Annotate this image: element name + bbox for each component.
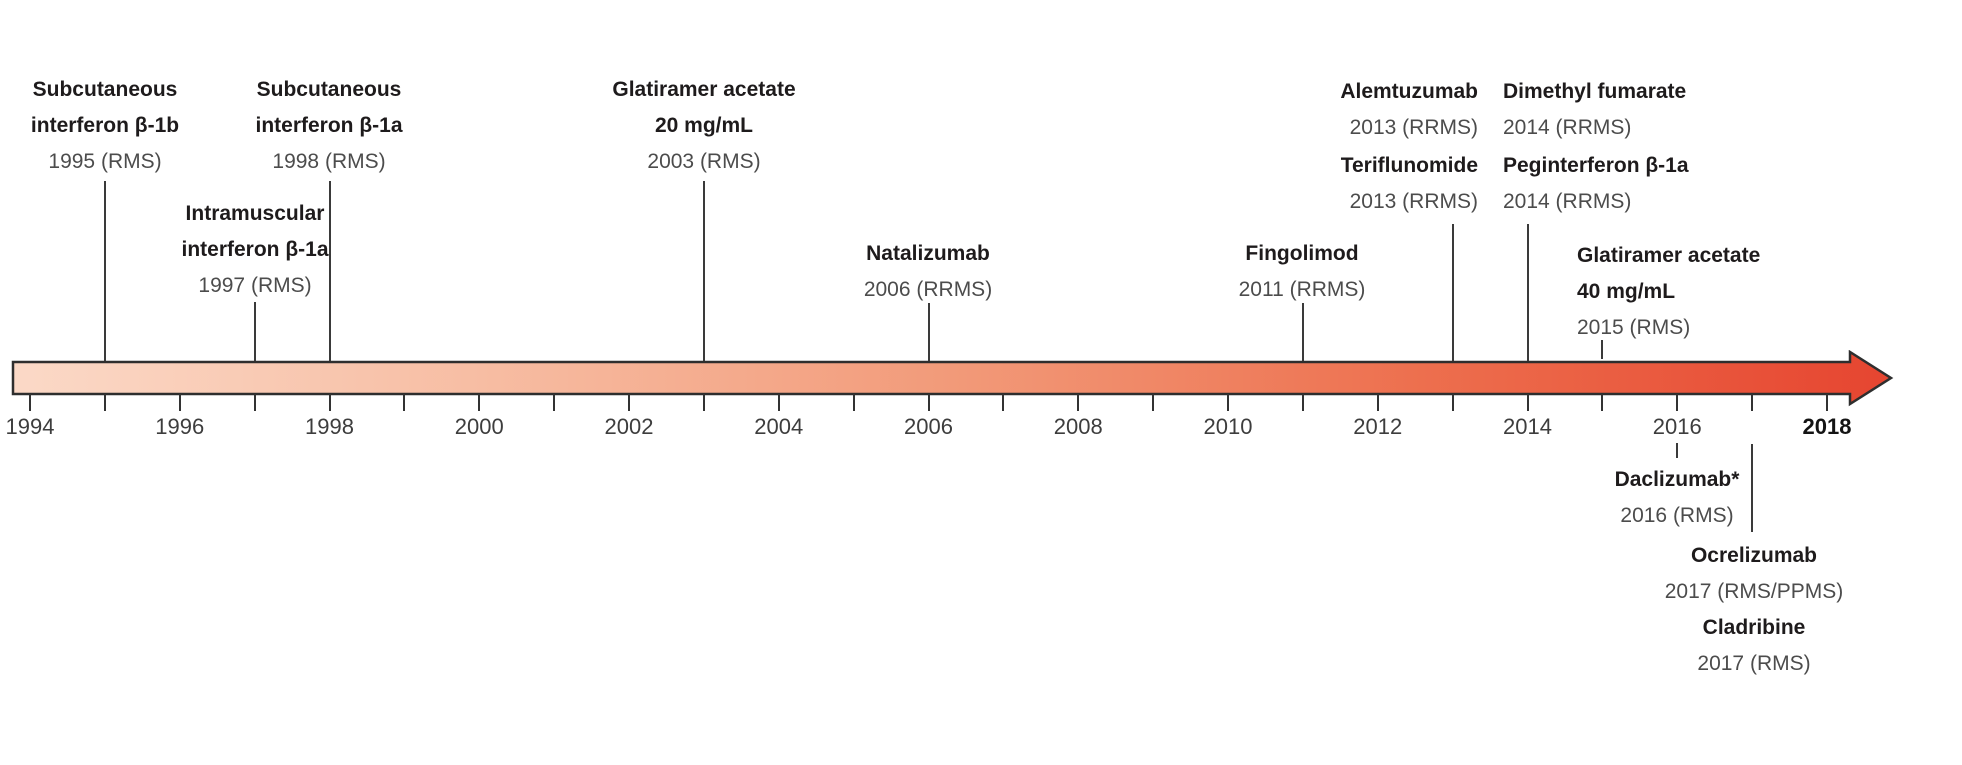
axis-tick-1998 [328, 394, 331, 411]
drug-name: Natalizumab [866, 242, 990, 265]
approval-year-label: 1998 (RMS) [272, 150, 386, 173]
axis-year-label-2008: 2008 [1053, 414, 1103, 439]
drug-name: Daclizumab* [1614, 468, 1740, 491]
event-fingolimod: Fingolimod 2011 (RRMS) [1239, 236, 1366, 308]
drug-name: Subcutaneous [256, 78, 402, 101]
axis-year-label-2000: 2000 [454, 414, 504, 439]
axis-tick-2003 [702, 394, 705, 411]
axis-tick-2000 [478, 394, 481, 411]
axis-year-label-2012: 2012 [1353, 414, 1403, 439]
axis-tick-2014 [1526, 394, 1529, 411]
event-dimethyl-fumarate: Dimethyl fumarate 2014 (RRMS) [1503, 74, 1686, 146]
axis-tick-2004 [777, 394, 780, 411]
axis-tick-2016 [1676, 394, 1679, 411]
axis-tick-1999 [403, 394, 406, 411]
drug-name: Glatiramer acetate [1577, 244, 1761, 267]
drug-name: Teriflunomide [1340, 154, 1478, 177]
approval-year-label: 1997 (RMS) [198, 274, 312, 297]
approval-year-label: 2016 (RMS) [1620, 504, 1734, 527]
approval-year-label: 2011 (RRMS) [1238, 278, 1366, 301]
connector-line-1998 [328, 181, 331, 361]
drug-name: interferon β-1a [181, 238, 329, 261]
event-subcutaneous-interferon-beta-1b: Subcutaneous interferon β-1b 1995 (RMS) [31, 72, 179, 180]
connector-line-2006 [927, 303, 930, 361]
axis-tick-2006 [927, 394, 930, 411]
drug-name: interferon β-1b [30, 114, 180, 137]
connector-line-2017 [1751, 444, 1754, 532]
axis-tick-2008 [1077, 394, 1080, 411]
connector-line-2015 [1601, 340, 1604, 359]
connector-line-2013 [1451, 224, 1454, 361]
axis-tick-1995 [103, 394, 106, 411]
drug-name: Peginterferon β-1a [1503, 154, 1689, 177]
approval-year-label: 2006 (RRMS) [863, 278, 993, 301]
connector-line-2003 [702, 181, 705, 361]
axis-year-label-2016: 2016 [1652, 414, 1702, 439]
axis-year-label-2006: 2006 [904, 414, 953, 439]
drug-name: Dimethyl fumarate [1503, 80, 1687, 103]
event-glatiramer-acetate-20: Glatiramer acetate 20 mg/mL 2003 (RMS) [612, 72, 795, 180]
axis-year-label-2010: 2010 [1203, 414, 1253, 439]
axis-tick-2001 [553, 394, 556, 411]
axis-year-label-2018: 2018 [1802, 414, 1852, 439]
axis-tick-1997 [253, 394, 256, 411]
axis-year-label-1994: 1994 [5, 414, 55, 439]
drug-name: Alemtuzumab [1340, 80, 1478, 103]
event-subcutaneous-interferon-beta-1a: Subcutaneous interferon β-1a 1998 (RMS) [255, 72, 402, 180]
connector-line-1995 [103, 181, 106, 361]
approval-year-label: 2015 (RMS) [1577, 316, 1691, 339]
event-alemtuzumab: Alemtuzumab 2013 (RRMS) [1340, 74, 1478, 146]
connector-line-2014 [1526, 224, 1529, 361]
axis-tick-1996 [178, 394, 181, 411]
event-teriflunomide: Teriflunomide 2013 (RRMS) [1341, 148, 1478, 220]
axis-tick-2017 [1751, 394, 1754, 411]
axis-tick-2009 [1152, 394, 1155, 411]
approval-year-label: 2014 (RRMS) [1503, 190, 1632, 213]
approval-year-label: 1995 (RMS) [48, 150, 162, 173]
timeline-arrow-shape [11, 350, 1894, 407]
event-natalizumab: Natalizumab 2006 (RRMS) [864, 236, 992, 308]
event-intramuscular-interferon-beta-1a: Intramuscular interferon β-1a 1997 (RMS) [181, 196, 328, 304]
axis-tick-2018 [1826, 394, 1828, 411]
approval-year-label: 2017 (RMS/PPMS) [1664, 580, 1844, 603]
drug-name: Cladribine [1702, 616, 1806, 639]
approval-year-label: 2017 (RMS) [1697, 652, 1811, 675]
timeline-arrow [11, 350, 1894, 407]
axis-year-label-2004: 2004 [754, 414, 804, 439]
axis-tick-2002 [628, 394, 630, 411]
axis-tick-2007 [1002, 394, 1005, 411]
axis-year-label-1996: 1996 [155, 414, 205, 439]
axis-tick-2015 [1601, 394, 1604, 411]
connector-line-2011 [1301, 303, 1304, 361]
connector-line-1997 [253, 302, 256, 361]
event-peginterferon-beta-1a: Peginterferon β-1a 2014 (RRMS) [1503, 148, 1689, 220]
drug-name: interferon β-1a [255, 114, 403, 137]
axis-tick-1994 [29, 394, 31, 411]
event-daclizumab: Daclizumab* 2016 (RMS) [1615, 462, 1740, 534]
approval-year-label: 2014 (RRMS) [1503, 116, 1632, 139]
approval-year-label: 2003 (RMS) [647, 150, 761, 173]
drug-name: Subcutaneous [32, 78, 178, 101]
drug-name: Intramuscular [185, 202, 325, 225]
drug-name: Ocrelizumab [1690, 544, 1818, 567]
axis-year-label-2014: 2014 [1503, 414, 1552, 439]
drug-name: Glatiramer acetate [612, 78, 796, 101]
axis-tick-2012 [1376, 394, 1379, 411]
approval-year-label: 2013 (RRMS) [1349, 116, 1478, 139]
axis-year-label-2002: 2002 [604, 414, 654, 439]
drug-name: 40 mg/mL [1577, 280, 1676, 303]
axis-tick-2005 [852, 394, 855, 411]
axis-tick-2013 [1451, 394, 1454, 411]
event-glatiramer-acetate-40: Glatiramer acetate 40 mg/mL 2015 (RMS) [1577, 238, 1760, 346]
connector-line-2016 [1676, 443, 1679, 458]
axis-tick-2010 [1227, 394, 1229, 411]
drug-name: Fingolimod [1245, 242, 1359, 265]
drug-name: 20 mg/mL [654, 114, 754, 137]
axis-tick-2011 [1301, 394, 1304, 411]
axis-year-label-1998: 1998 [305, 414, 354, 439]
event-ocrelizumab: Ocrelizumab 2017 (RMS/PPMS) [1665, 538, 1844, 610]
approval-year-label: 2013 (RRMS) [1349, 190, 1478, 213]
event-cladribine: Cladribine 2017 (RMS) [1697, 610, 1810, 682]
